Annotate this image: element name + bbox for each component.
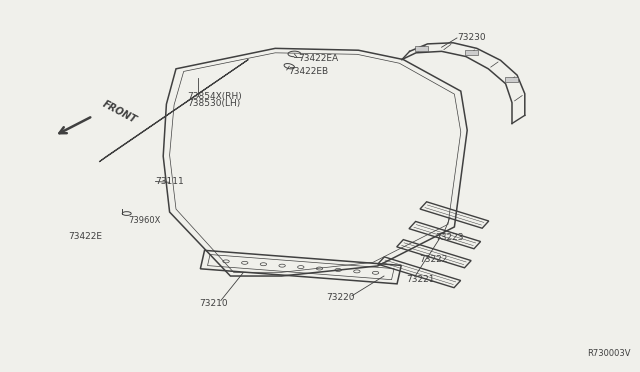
Text: FRONT: FRONT [101, 99, 139, 125]
FancyBboxPatch shape [505, 77, 518, 82]
Text: 73221: 73221 [406, 275, 435, 283]
FancyBboxPatch shape [465, 50, 477, 55]
Text: 73210: 73210 [200, 299, 228, 308]
Text: 73854X(RH): 73854X(RH) [188, 92, 243, 101]
Text: 73220: 73220 [326, 293, 355, 302]
Text: R730003V: R730003V [587, 349, 630, 358]
Text: 73960X: 73960X [128, 216, 161, 225]
FancyBboxPatch shape [415, 46, 428, 51]
Text: 738530(LH): 738530(LH) [188, 99, 241, 108]
Text: 73422E: 73422E [68, 232, 102, 241]
Text: 73230: 73230 [458, 33, 486, 42]
Text: 73111: 73111 [156, 177, 184, 186]
Text: 73223: 73223 [435, 233, 464, 242]
Text: 73422EB: 73422EB [288, 67, 328, 76]
Text: 73222: 73222 [419, 255, 447, 264]
Text: 73422EA: 73422EA [298, 54, 339, 63]
